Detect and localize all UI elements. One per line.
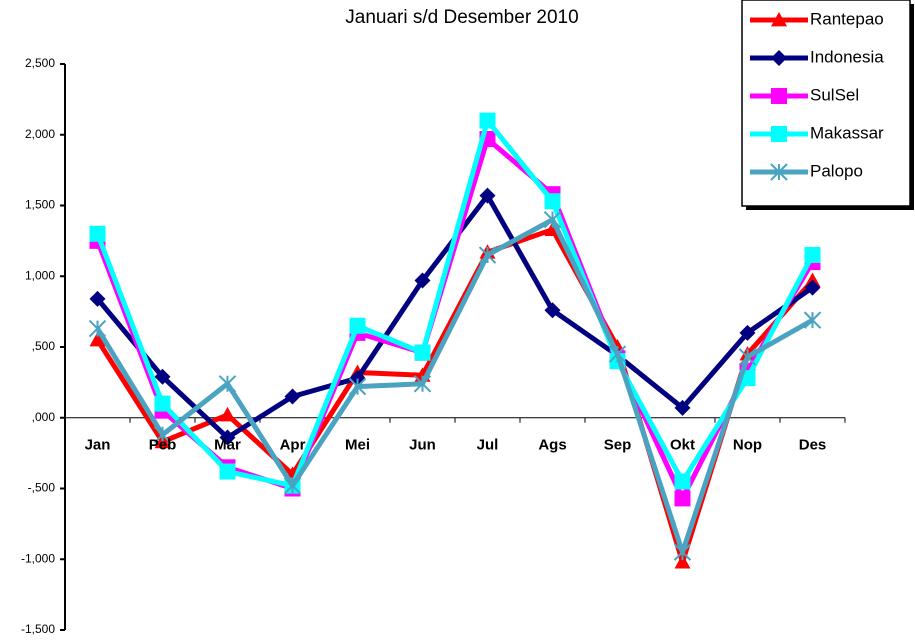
series	[89, 112, 821, 494]
x-tick-label: Jul	[477, 437, 499, 454]
series-line	[95, 227, 815, 565]
marker	[89, 331, 106, 347]
marker	[771, 50, 787, 66]
x-tick-label: Des	[799, 437, 827, 454]
marker	[674, 554, 691, 569]
y-tick-label: 2,500	[25, 56, 55, 70]
x-tick-label: Ags	[538, 437, 566, 454]
marker	[770, 163, 788, 181]
marker	[89, 290, 106, 307]
marker	[154, 395, 171, 412]
y-tick-label: -,500	[28, 481, 56, 495]
series	[89, 221, 821, 569]
series-line	[95, 118, 815, 489]
legend-label: SulSel	[810, 85, 859, 104]
marker	[348, 377, 367, 396]
y-tick-label: 2,000	[25, 127, 55, 141]
marker	[804, 247, 821, 264]
series	[88, 210, 822, 561]
legend-label: Indonesia	[810, 47, 884, 66]
x-tick-label: Jun	[409, 437, 436, 454]
marker	[803, 311, 822, 329]
marker	[153, 426, 172, 444]
y-tick-label: -1,500	[21, 622, 55, 636]
marker	[771, 12, 787, 27]
marker	[219, 463, 236, 480]
marker	[284, 388, 301, 405]
marker	[219, 406, 236, 422]
marker	[739, 324, 756, 341]
marker	[479, 187, 496, 204]
legend-label: Rantepao	[810, 9, 884, 28]
y-tick-label: -1,000	[21, 551, 55, 565]
marker	[804, 279, 821, 296]
marker	[478, 246, 497, 264]
marker	[544, 193, 561, 210]
marker	[414, 344, 431, 361]
marker	[154, 368, 171, 385]
marker	[544, 302, 561, 319]
marker	[283, 476, 302, 495]
x-tick-label: Sep	[604, 437, 632, 454]
marker	[674, 490, 691, 507]
marker	[674, 399, 691, 416]
y-tick-label: 1,000	[25, 268, 55, 282]
marker	[349, 317, 366, 334]
x-tick-label: Mar	[214, 437, 241, 454]
marker	[771, 126, 787, 142]
marker	[771, 88, 787, 104]
marker	[413, 375, 432, 393]
legend-label: Makassar	[810, 123, 884, 142]
x-tick-label: Apr	[280, 437, 306, 454]
marker	[673, 543, 692, 561]
y-tick-label: ,500	[32, 339, 56, 353]
x-tick-label: Nop	[733, 437, 762, 454]
marker	[479, 112, 496, 129]
chart-title: Januari s/d Desember 2010	[345, 7, 578, 28]
y-tick-label: 1,500	[25, 198, 55, 212]
x-tick-label: Peb	[149, 437, 177, 454]
marker	[543, 210, 562, 229]
legend-label: Palopo	[810, 161, 863, 180]
marker	[608, 345, 627, 363]
marker	[219, 429, 236, 446]
x-tick-label: Jan	[85, 437, 111, 454]
marker	[89, 225, 106, 242]
series-line	[95, 217, 814, 555]
marker	[674, 473, 691, 490]
y-tick-label: ,000	[32, 410, 56, 424]
marker	[414, 272, 431, 289]
marker	[218, 375, 237, 393]
marker	[738, 348, 757, 366]
x-tick-label: Mei	[345, 437, 370, 454]
x-tick-label: Okt	[670, 437, 695, 454]
marker	[88, 319, 107, 338]
